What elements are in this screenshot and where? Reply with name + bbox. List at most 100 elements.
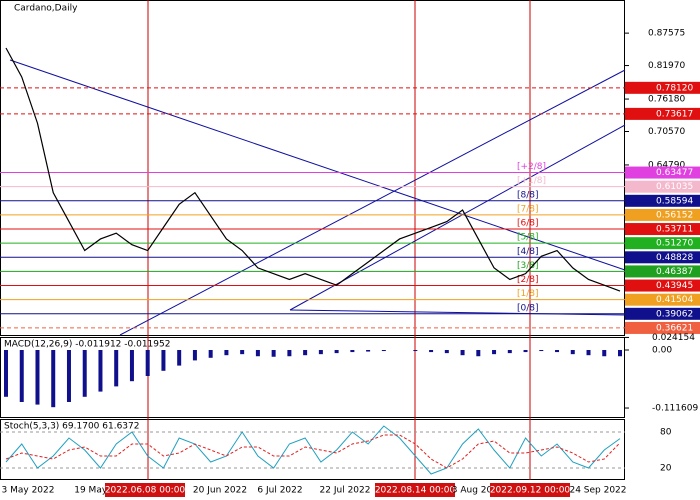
macd-bar: [271, 349, 276, 357]
stoch-tick-label: 20: [660, 464, 672, 474]
price-tag-label: 0.36621: [656, 323, 693, 333]
chart-title: Cardano,Daily: [14, 4, 78, 14]
murrey-label: [+1/8]: [517, 176, 546, 186]
macd-bar: [381, 349, 386, 352]
macd-bar: [444, 349, 449, 354]
price-tag-label: 0.56152: [656, 210, 693, 220]
x-tick-label: 2022.08.14 00:00: [375, 486, 456, 496]
price-tag: [625, 265, 700, 278]
price-tag: [625, 194, 700, 207]
macd-bar: [303, 349, 308, 356]
date-highlight: [375, 483, 455, 497]
macd-bar: [192, 349, 197, 361]
macd-bar: [539, 349, 544, 352]
macd-bar: [208, 349, 213, 358]
x-tick-label: 19 May 2: [74, 486, 116, 496]
price-tag-label: 0.48828: [656, 253, 693, 263]
stoch-tick-label: 80: [660, 428, 672, 438]
murrey-label: [1/8]: [517, 289, 539, 299]
price-tag-label: 0.61035: [656, 182, 693, 192]
y-tick-label: 0.87575: [648, 29, 685, 39]
x-tick-label: 24 Sep 2022: [569, 486, 626, 496]
date-highlight: [490, 483, 570, 497]
stoch-d: [5, 434, 621, 469]
macd-bar: [350, 349, 355, 353]
red-verticals: [147, 0, 531, 480]
price-tag: [625, 166, 700, 179]
macd-bar: [51, 349, 56, 408]
macd-tick-label: 0.024154: [652, 333, 695, 343]
date-highlight: [105, 483, 185, 497]
macd-bar: [4, 349, 8, 397]
macd-bar: [98, 349, 103, 392]
price-tag: [625, 208, 700, 221]
stoch-label: Stoch(5,3,3) 69.1700 61.6372: [4, 422, 139, 432]
y-tick-label: 0.70570: [648, 127, 685, 137]
macd-bar: [255, 349, 260, 357]
murrey-label: [8/8]: [517, 190, 539, 200]
price-tag-label: 0.46387: [656, 267, 693, 277]
macd-bar: [177, 349, 182, 366]
price-tag: [625, 180, 700, 193]
main-frame: [0, 0, 625, 336]
x-tick-label: 20 Jun 2022: [193, 486, 247, 496]
price-tag: [625, 81, 700, 94]
macd-bar: [366, 349, 371, 352]
macd-bar: [19, 349, 24, 402]
macd-bar: [523, 349, 528, 353]
stoch-frame: [0, 419, 625, 480]
price-tag-label: 0.78120: [656, 83, 693, 93]
murrey-label: [6/8]: [517, 219, 539, 229]
macd-bar: [460, 349, 465, 356]
macd-bar: [429, 349, 434, 353]
macd-bar: [570, 349, 575, 355]
price-tag: [625, 321, 700, 334]
macd-bar: [318, 349, 323, 355]
price-tag-label: 0.51270: [656, 239, 693, 249]
murrey-label: [2/8]: [517, 275, 539, 285]
macd-tick-label: 0.00: [652, 345, 672, 355]
macd-bar: [476, 349, 481, 357]
price-tag: [625, 251, 700, 264]
macd-bar: [287, 349, 292, 357]
price-tag-label: 0.53711: [656, 225, 693, 235]
macd-bar: [618, 349, 622, 357]
x-tick-label: 3 May 2022: [2, 486, 55, 496]
price-tag: [625, 279, 700, 292]
murrey-label: [3/8]: [517, 261, 539, 271]
macd-bar: [492, 349, 497, 355]
price-tag: [625, 293, 700, 306]
murrey-label: [7/8]: [517, 204, 539, 214]
price-tag-label: 0.58594: [656, 196, 693, 206]
macd-frame: [0, 337, 625, 418]
macd-bar: [145, 349, 150, 376]
macd-bar: [413, 349, 418, 352]
macd-bar: [82, 349, 87, 397]
murrey-label: [5/8]: [517, 233, 539, 243]
y-tick-label: 0.81970: [648, 61, 685, 71]
macd-bar: [114, 349, 119, 387]
macd-bar: [35, 349, 40, 405]
macd-bar: [129, 349, 134, 382]
macd-tick-label: -0.111609: [652, 404, 698, 414]
frames: [0, 0, 625, 480]
price-tag: [625, 223, 700, 236]
y-tick-label: 0.64790: [648, 160, 685, 170]
macd-bar: [161, 349, 166, 371]
macd-bar: [602, 349, 607, 357]
macd-bar: [224, 349, 229, 356]
price-tag: [625, 307, 700, 320]
trend-line: [9, 59, 626, 271]
price-tag-label: 0.39062: [656, 309, 693, 319]
price-tag-label: 0.63477: [656, 168, 693, 178]
x-tick-label: 6 Jul 2022: [257, 486, 302, 496]
macd-bar: [66, 349, 71, 402]
price-tag: [625, 237, 700, 250]
y-tick-label: 0.76180: [648, 95, 685, 105]
x-tick-label: 22 Jul 2022: [320, 486, 371, 496]
macd-bar: [240, 349, 245, 355]
murrey-label: [+2/8]: [517, 162, 546, 172]
murrey-label: [4/8]: [517, 247, 539, 257]
